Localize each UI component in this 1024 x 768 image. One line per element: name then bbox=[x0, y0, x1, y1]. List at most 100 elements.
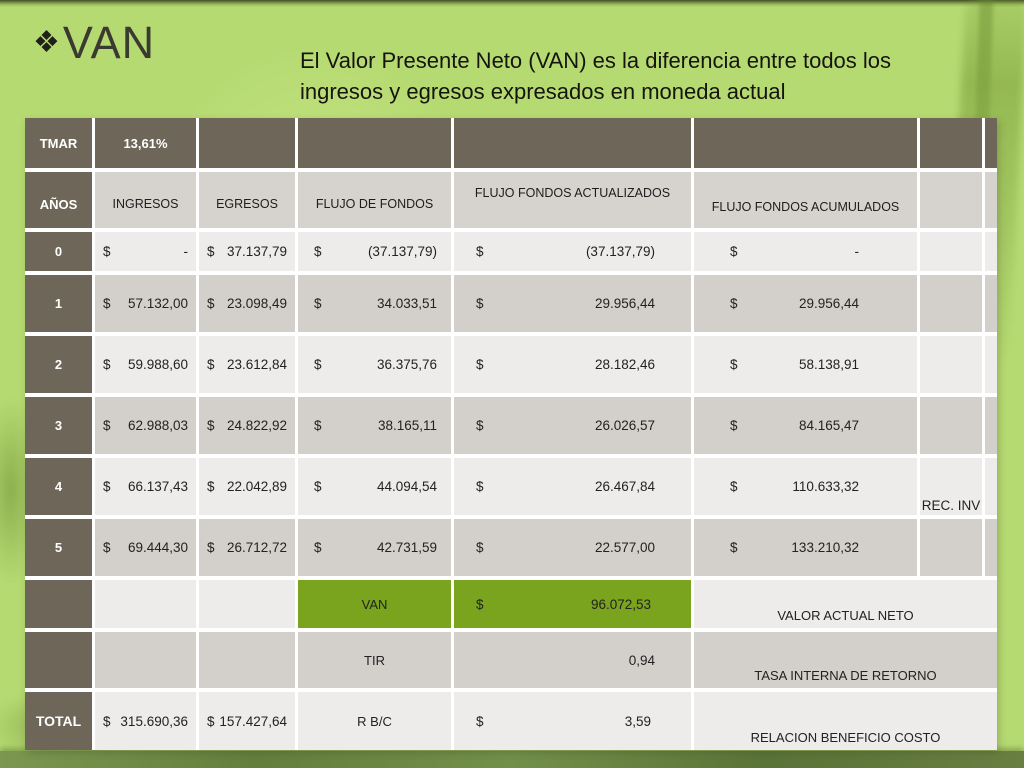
acumulados-cell-0: $ - bbox=[694, 232, 917, 271]
background-texture bbox=[0, 751, 1024, 768]
currency-symbol: $ bbox=[314, 479, 322, 494]
currency-symbol: $ bbox=[207, 296, 215, 311]
currency-symbol: $ bbox=[476, 596, 484, 612]
currency-symbol: $ bbox=[103, 418, 111, 433]
empty-cell bbox=[920, 397, 982, 454]
amount: 29.956,44 bbox=[798, 296, 859, 311]
amount: 133.210,32 bbox=[791, 540, 859, 555]
actualizados-cell-3: $26.026,57 bbox=[454, 397, 691, 454]
egresos-cell-0: $37.137,79 bbox=[199, 232, 295, 271]
currency-symbol: $ bbox=[103, 713, 111, 729]
year-cell-5: 5 bbox=[25, 519, 92, 576]
empty-cell bbox=[199, 580, 295, 628]
currency-symbol: $ bbox=[207, 418, 215, 433]
currency-symbol: $ bbox=[476, 540, 484, 555]
empty-cell bbox=[985, 397, 997, 454]
currency-symbol: $ bbox=[314, 244, 322, 259]
actualizados-cell-2: $28.182,46 bbox=[454, 336, 691, 393]
empty-cell bbox=[920, 275, 982, 332]
ingresos-cell-5: $69.444,30 bbox=[95, 519, 196, 576]
currency-symbol: $ bbox=[103, 357, 111, 372]
tir-note: TASA INTERNA DE RETORNO bbox=[694, 632, 997, 688]
currency-symbol: $ bbox=[207, 713, 215, 729]
empty-cell bbox=[920, 172, 982, 228]
amount: 157.427,64 bbox=[219, 713, 287, 729]
amount: 29.956,44 bbox=[594, 296, 655, 311]
currency-symbol: $ bbox=[730, 296, 738, 311]
empty-cell bbox=[920, 519, 982, 576]
empty-cell bbox=[920, 118, 982, 168]
currency-symbol: $ bbox=[730, 357, 738, 372]
empty-cell bbox=[985, 118, 997, 168]
acumulados-cell-1: $29.956,44 bbox=[694, 275, 917, 332]
acumulados-cell-4: $110.633,32 bbox=[694, 458, 917, 515]
empty-cell bbox=[199, 118, 295, 168]
van-note: VALOR ACTUAL NETO bbox=[694, 580, 997, 628]
amount: 23.098,49 bbox=[226, 296, 287, 311]
amount: 96.072,53 bbox=[590, 596, 651, 612]
ingresos-cell-1: $57.132,00 bbox=[95, 275, 196, 332]
year-cell-4: 4 bbox=[25, 458, 92, 515]
page-title: VAN bbox=[62, 17, 156, 68]
amount: 36.375,76 bbox=[376, 357, 437, 372]
amount: 26.712,72 bbox=[226, 540, 287, 555]
empty-cell bbox=[985, 172, 997, 228]
acumulados-cell-2: $58.138,91 bbox=[694, 336, 917, 393]
year-cell-0: 0 bbox=[25, 232, 92, 271]
amount: (37.137,79) bbox=[367, 244, 437, 259]
currency-symbol: $ bbox=[103, 244, 111, 259]
empty-cell bbox=[920, 232, 982, 271]
amount: 42.731,59 bbox=[376, 540, 437, 555]
rbc-label-cell: R B/C bbox=[298, 692, 451, 750]
slide-subtitle: El Valor Presente Neto (VAN) es la difer… bbox=[300, 45, 891, 107]
rbc-note: RELACION BENEFICIO COSTO bbox=[694, 692, 997, 750]
amount: 38.165,11 bbox=[377, 418, 437, 433]
amount: 22.577,00 bbox=[594, 540, 655, 555]
empty-cell bbox=[298, 118, 451, 168]
acumulados-cell-3: $84.165,47 bbox=[694, 397, 917, 454]
amount: 66.137,43 bbox=[127, 479, 188, 494]
amount: 22.042,89 bbox=[226, 479, 287, 494]
amount: 315.690,36 bbox=[120, 713, 188, 729]
total-label: TOTAL bbox=[25, 692, 92, 750]
currency-symbol: $ bbox=[314, 418, 322, 433]
currency-symbol: $ bbox=[476, 713, 484, 729]
header-flujo-actualizados: FLUJO FONDOS ACTUALIZADOS bbox=[454, 172, 691, 228]
year-cell-1: 1 bbox=[25, 275, 92, 332]
acumulados-cell-5: $133.210,32 bbox=[694, 519, 917, 576]
currency-symbol: $ bbox=[730, 244, 738, 259]
van-label-cell: VAN bbox=[298, 580, 451, 628]
flujo-cell-3: $38.165,11 bbox=[298, 397, 451, 454]
empty-cell bbox=[920, 336, 982, 393]
amount: 3,59 bbox=[624, 713, 651, 729]
egresos-cell-4: $22.042,89 bbox=[199, 458, 295, 515]
year-cell-2: 2 bbox=[25, 336, 92, 393]
actualizados-cell-5: $22.577,00 bbox=[454, 519, 691, 576]
flujo-cell-4: $44.094,54 bbox=[298, 458, 451, 515]
empty-cell bbox=[985, 458, 997, 515]
van-value-cell: $96.072,53 bbox=[454, 580, 691, 628]
tmar-value: 13,61% bbox=[95, 118, 196, 168]
currency-symbol: $ bbox=[476, 479, 484, 494]
empty-cell bbox=[694, 118, 917, 168]
header-flujo-de-fondos: FLUJO DE FONDOS bbox=[298, 172, 451, 228]
amount: 28.182,46 bbox=[594, 357, 655, 372]
flujo-cell-5: $42.731,59 bbox=[298, 519, 451, 576]
tmar-label: TMAR bbox=[25, 118, 92, 168]
rec-inv-label: REC. INV bbox=[920, 458, 982, 515]
amount: 34.033,51 bbox=[376, 296, 437, 311]
empty-cell bbox=[25, 580, 92, 628]
ingresos-cell-0: $ - bbox=[95, 232, 196, 271]
currency-symbol: $ bbox=[476, 296, 484, 311]
actualizados-cell-0: $ (37.137,79) bbox=[454, 232, 691, 271]
tir-label-cell: TIR bbox=[298, 632, 451, 688]
empty-cell bbox=[25, 632, 92, 688]
currency-symbol: $ bbox=[314, 357, 322, 372]
subtitle-line-2: ingresos y egresos expresados en moneda … bbox=[300, 79, 786, 104]
amount: 26.467,84 bbox=[594, 479, 655, 494]
currency-symbol: $ bbox=[207, 357, 215, 372]
egresos-cell-5: $26.712,72 bbox=[199, 519, 295, 576]
empty-cell bbox=[985, 336, 997, 393]
subtitle-line-1: El Valor Presente Neto (VAN) es la difer… bbox=[300, 48, 892, 73]
